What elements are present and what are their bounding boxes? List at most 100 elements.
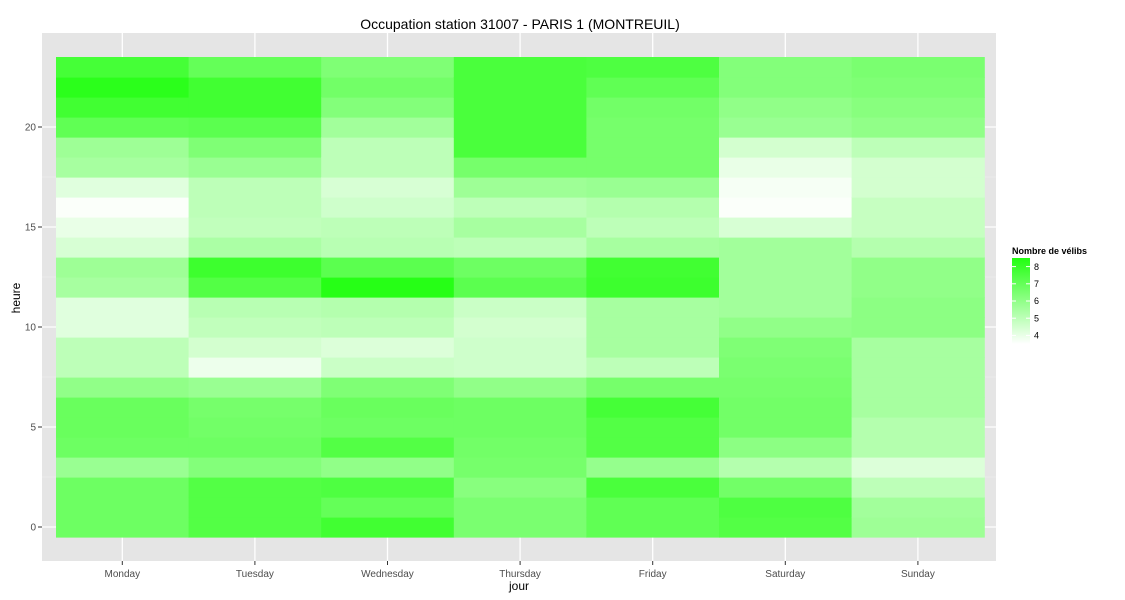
heatmap-cell (321, 117, 455, 138)
heatmap-cell (321, 197, 455, 218)
heatmap-cell (719, 517, 853, 538)
heatmap-cell (56, 457, 190, 478)
heatmap-cell (321, 217, 455, 238)
heatmap-cell (56, 437, 190, 458)
heatmap-cell (188, 497, 322, 518)
heatmap-cell (719, 137, 853, 158)
heatmap-cell (851, 77, 985, 98)
heatmap-cell (321, 157, 455, 178)
legend-labels: 8 7 6 5 4 (1012, 262, 1039, 341)
heatmap-cell (719, 237, 853, 258)
heatmap-cell (453, 517, 587, 538)
heatmap-cell (719, 317, 853, 338)
x-tick-label: Thursday (499, 569, 541, 580)
heatmap-cell (453, 117, 587, 138)
heatmap-cell (188, 177, 322, 198)
heatmap-cell (453, 157, 587, 178)
heatmap-cell (586, 357, 720, 378)
heatmap-cell (56, 157, 190, 178)
heatmap-cell (719, 497, 853, 518)
heatmap-cell (453, 177, 587, 198)
heatmap-cell (453, 217, 587, 238)
heatmap-cell (851, 497, 985, 518)
legend-title: Nombre de vélibs (1012, 246, 1087, 256)
heatmap-cell (851, 417, 985, 438)
heatmap-cell (56, 217, 190, 238)
heatmap-cell (586, 77, 720, 98)
heatmap-cell (719, 337, 853, 358)
legend-label: 7 (1034, 279, 1039, 289)
heatmap-cell (719, 277, 853, 298)
heatmap-cell (851, 237, 985, 258)
legend-label: 6 (1034, 296, 1039, 306)
heatmap-cell (56, 177, 190, 198)
heatmap-cell (56, 137, 190, 158)
heatmap-cell (851, 197, 985, 218)
heatmap-cell (851, 257, 985, 278)
heatmap-cell (453, 297, 587, 318)
heatmap-cell (586, 297, 720, 318)
heatmap-cell (719, 477, 853, 498)
heatmap-cell (321, 397, 455, 418)
heatmap-cell (586, 197, 720, 218)
heatmap-cell (453, 57, 587, 78)
heatmap-cell (453, 337, 587, 358)
heatmap-cell (719, 377, 853, 398)
heatmap-cell (851, 117, 985, 138)
heatmap-cell (188, 237, 322, 258)
heatmap-cell (56, 77, 190, 98)
heatmap-cell (586, 157, 720, 178)
heatmap-cell (586, 117, 720, 138)
heatmap-cell (56, 377, 190, 398)
heatmap-cell (586, 397, 720, 418)
heatmap-cell (188, 317, 322, 338)
heatmap-cell (719, 457, 853, 478)
legend: Nombre de vélibs 8 7 6 5 4 (1012, 246, 1087, 344)
heatmap-cell (321, 517, 455, 538)
x-tick-label: Friday (639, 569, 667, 580)
heatmap-cell (321, 177, 455, 198)
heatmap-cell (453, 357, 587, 378)
heatmap-cell (321, 477, 455, 498)
heatmap-cell (321, 317, 455, 338)
heatmap-cells (56, 57, 985, 538)
heatmap-cell (56, 497, 190, 518)
x-tick-label: Wednesday (361, 569, 414, 580)
heatmap-cell (188, 397, 322, 418)
heatmap-cell (56, 237, 190, 258)
heatmap-cell (851, 137, 985, 158)
heatmap-cell (586, 177, 720, 198)
heatmap-cell (453, 457, 587, 478)
x-tick-label: Monday (105, 569, 141, 580)
heatmap-cell (188, 457, 322, 478)
heatmap-cell (453, 497, 587, 518)
heatmap-cell (188, 137, 322, 158)
heatmap-cell (56, 197, 190, 218)
heatmap-cell (586, 417, 720, 438)
heatmap-cell (851, 517, 985, 538)
heatmap-cell (453, 437, 587, 458)
heatmap-cell (56, 477, 190, 498)
heatmap-cell (719, 157, 853, 178)
heatmap-cell (719, 197, 853, 218)
heatmap-cell (321, 97, 455, 118)
heatmap-cell (851, 397, 985, 418)
heatmap-cell (453, 197, 587, 218)
heatmap-cell (719, 217, 853, 238)
heatmap-cell (453, 97, 587, 118)
heatmap-cell (851, 157, 985, 178)
heatmap-cell (453, 377, 587, 398)
y-tick-label: 15 (25, 223, 37, 234)
heatmap-cell (188, 337, 322, 358)
y-axis: 0 5 10 15 20 (25, 123, 42, 534)
heatmap-cell (851, 437, 985, 458)
heatmap-cell (453, 417, 587, 438)
heatmap-cell (56, 337, 190, 358)
heatmap-cell (321, 257, 455, 278)
x-tick-label: Sunday (901, 569, 935, 580)
heatmap-cell (188, 297, 322, 318)
heatmap-cell (56, 397, 190, 418)
heatmap-cell (586, 57, 720, 78)
x-tick-label: Tuesday (236, 569, 274, 580)
